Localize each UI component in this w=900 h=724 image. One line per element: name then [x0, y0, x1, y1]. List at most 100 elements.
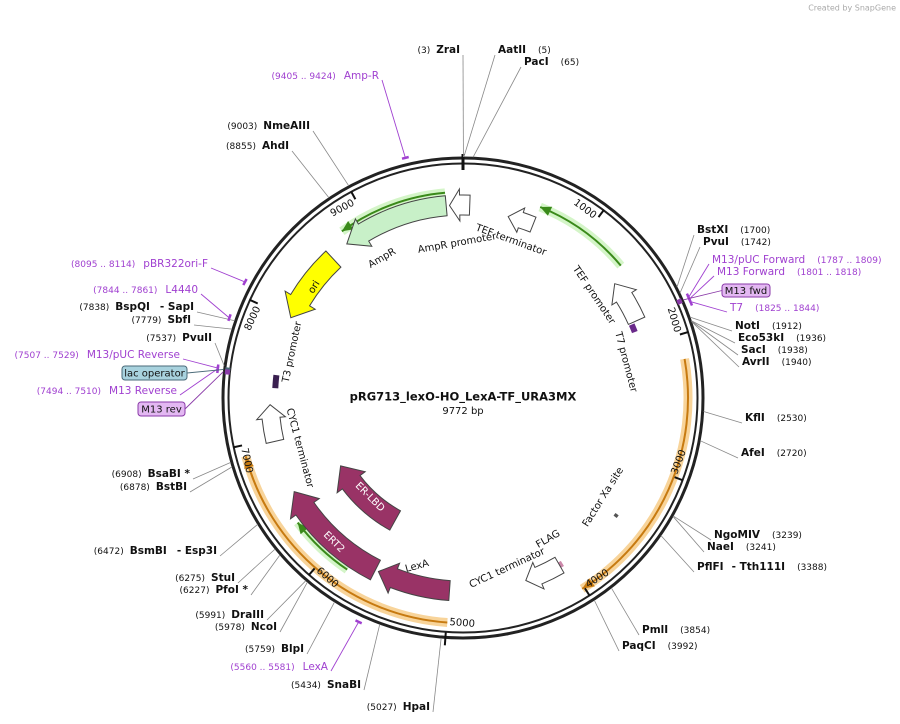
- tick-mark: [249, 298, 259, 305]
- primer-name: M13/pUC Reverse: [87, 349, 180, 361]
- site-position: (3241): [746, 543, 776, 553]
- site-position: (1912): [772, 322, 802, 332]
- site-label: (7537) PvuII: [146, 332, 212, 344]
- site-name: NmeAIII: [263, 120, 310, 132]
- site-leader: [672, 516, 705, 553]
- site-name: AatII: [498, 44, 526, 56]
- site-position: (6908): [112, 470, 142, 480]
- site-label: SacI (1938): [741, 344, 808, 356]
- primer-name: M13/pUC Forward: [712, 254, 805, 266]
- site-label: PflFI - Tth111I (3388): [697, 561, 827, 573]
- primer-site: [688, 298, 694, 306]
- primer-range: (1801 .. 1818): [797, 268, 861, 278]
- tick-label: 4000: [584, 567, 611, 590]
- site-name: NotI: [735, 320, 760, 332]
- site-leader: [214, 342, 225, 366]
- site-label: (5027) HpaI: [367, 701, 430, 713]
- site-name: PflFI: [697, 561, 724, 573]
- feature-label: TEF promoter: [570, 263, 618, 327]
- primer-range: (9405 .. 9424): [272, 72, 336, 82]
- site-label: AfeI (2720): [741, 447, 807, 459]
- site-position: (3388): [797, 563, 827, 573]
- box-leader: [683, 290, 723, 301]
- feature-label: CYC1 terminator: [284, 407, 316, 490]
- site-alias: - Esp3I: [177, 545, 217, 557]
- primer-label: (7494 .. 7510) M13 Reverse: [37, 385, 177, 397]
- site-name: PvuII: [182, 332, 212, 344]
- primer-name: M13 Forward: [717, 266, 785, 278]
- primer-site: [401, 155, 409, 160]
- primer-name: Amp-R: [344, 70, 379, 82]
- feature-arrow: [525, 556, 565, 590]
- site-label: (3) ZraI: [417, 44, 460, 56]
- primer-name: M13 Reverse: [109, 385, 177, 397]
- site-label: (5759) BlpI: [245, 643, 304, 655]
- site-position: (9003): [227, 122, 257, 132]
- tick-mark: [350, 190, 357, 200]
- site-leader: [691, 320, 736, 344]
- site-label: (7779) SbfI: [132, 314, 192, 326]
- site-position: (3239): [772, 531, 802, 541]
- site-position: (5978): [215, 623, 245, 633]
- site-leader: [219, 523, 258, 557]
- primer-range: (8095 .. 8114): [71, 260, 135, 270]
- site-position: (1700): [740, 226, 770, 236]
- primer-label: (7844 .. 7861) L4440: [93, 284, 198, 296]
- site-name: PacI: [524, 56, 549, 68]
- feature-arrow: [377, 562, 451, 602]
- site-label: (9003) NmeAIII: [227, 120, 310, 132]
- site-name: PmlI: [642, 624, 668, 636]
- tick-mark: [679, 331, 689, 336]
- site-alias: - Tth111I: [732, 561, 786, 573]
- site-position: (3): [417, 46, 430, 56]
- site-label: (6275) StuI: [175, 572, 235, 584]
- site-leader: [312, 130, 350, 187]
- primer-name: pBR322ori-F: [143, 258, 208, 270]
- site-position: (1938): [778, 346, 808, 356]
- site-name: Eco53kI: [738, 332, 784, 344]
- site-leader: [660, 535, 695, 573]
- feature-block: [272, 374, 280, 389]
- tick-mark: [233, 444, 243, 449]
- box-site: [676, 298, 683, 305]
- feature-arrow: [448, 187, 471, 223]
- site-label: (6908) BsaBI *: [112, 468, 191, 480]
- site-name: BstBI: [156, 481, 187, 493]
- site-leader: [679, 246, 701, 294]
- feature-label: T3 promoter: [280, 320, 304, 385]
- site-position: (6227): [180, 586, 210, 596]
- tick-label: 5000: [449, 617, 475, 630]
- site-leader: [279, 581, 308, 633]
- site-leader: [611, 587, 640, 636]
- site-label: KflI (2530): [745, 412, 807, 424]
- site-leader: [192, 462, 231, 480]
- box-leader: [184, 371, 224, 410]
- site-leader: [689, 316, 733, 332]
- site-leader: [703, 411, 743, 424]
- site-position: (5759): [245, 645, 275, 655]
- site-leader: [691, 321, 740, 368]
- primer-range: (7494 .. 7510): [37, 387, 101, 397]
- primer-leader: [330, 622, 359, 672]
- site-name: ZraI: [436, 44, 460, 56]
- site-label: AatII (5): [498, 44, 551, 56]
- primer-site: [227, 313, 232, 322]
- primer-range: (1787 .. 1809): [817, 256, 881, 266]
- feature-block: [628, 323, 638, 334]
- site-label: NotI (1912): [735, 320, 802, 332]
- feature-arrow: [611, 283, 646, 326]
- site-label: (7838) BspQI - SapI: [79, 301, 194, 313]
- primer-name: T7: [729, 302, 743, 314]
- site-label: (6878) BstBI: [120, 481, 187, 493]
- arc-head: [341, 221, 354, 232]
- credit: Created by SnapGene: [808, 4, 896, 13]
- site-name: StuI: [211, 572, 235, 584]
- site-name: DraIII: [231, 609, 264, 621]
- decor: [241, 188, 693, 627]
- primer-name: L4440: [165, 284, 198, 296]
- box-site: [224, 369, 231, 375]
- site-leader: [291, 150, 330, 198]
- site-label: PvuI (1742): [703, 236, 771, 248]
